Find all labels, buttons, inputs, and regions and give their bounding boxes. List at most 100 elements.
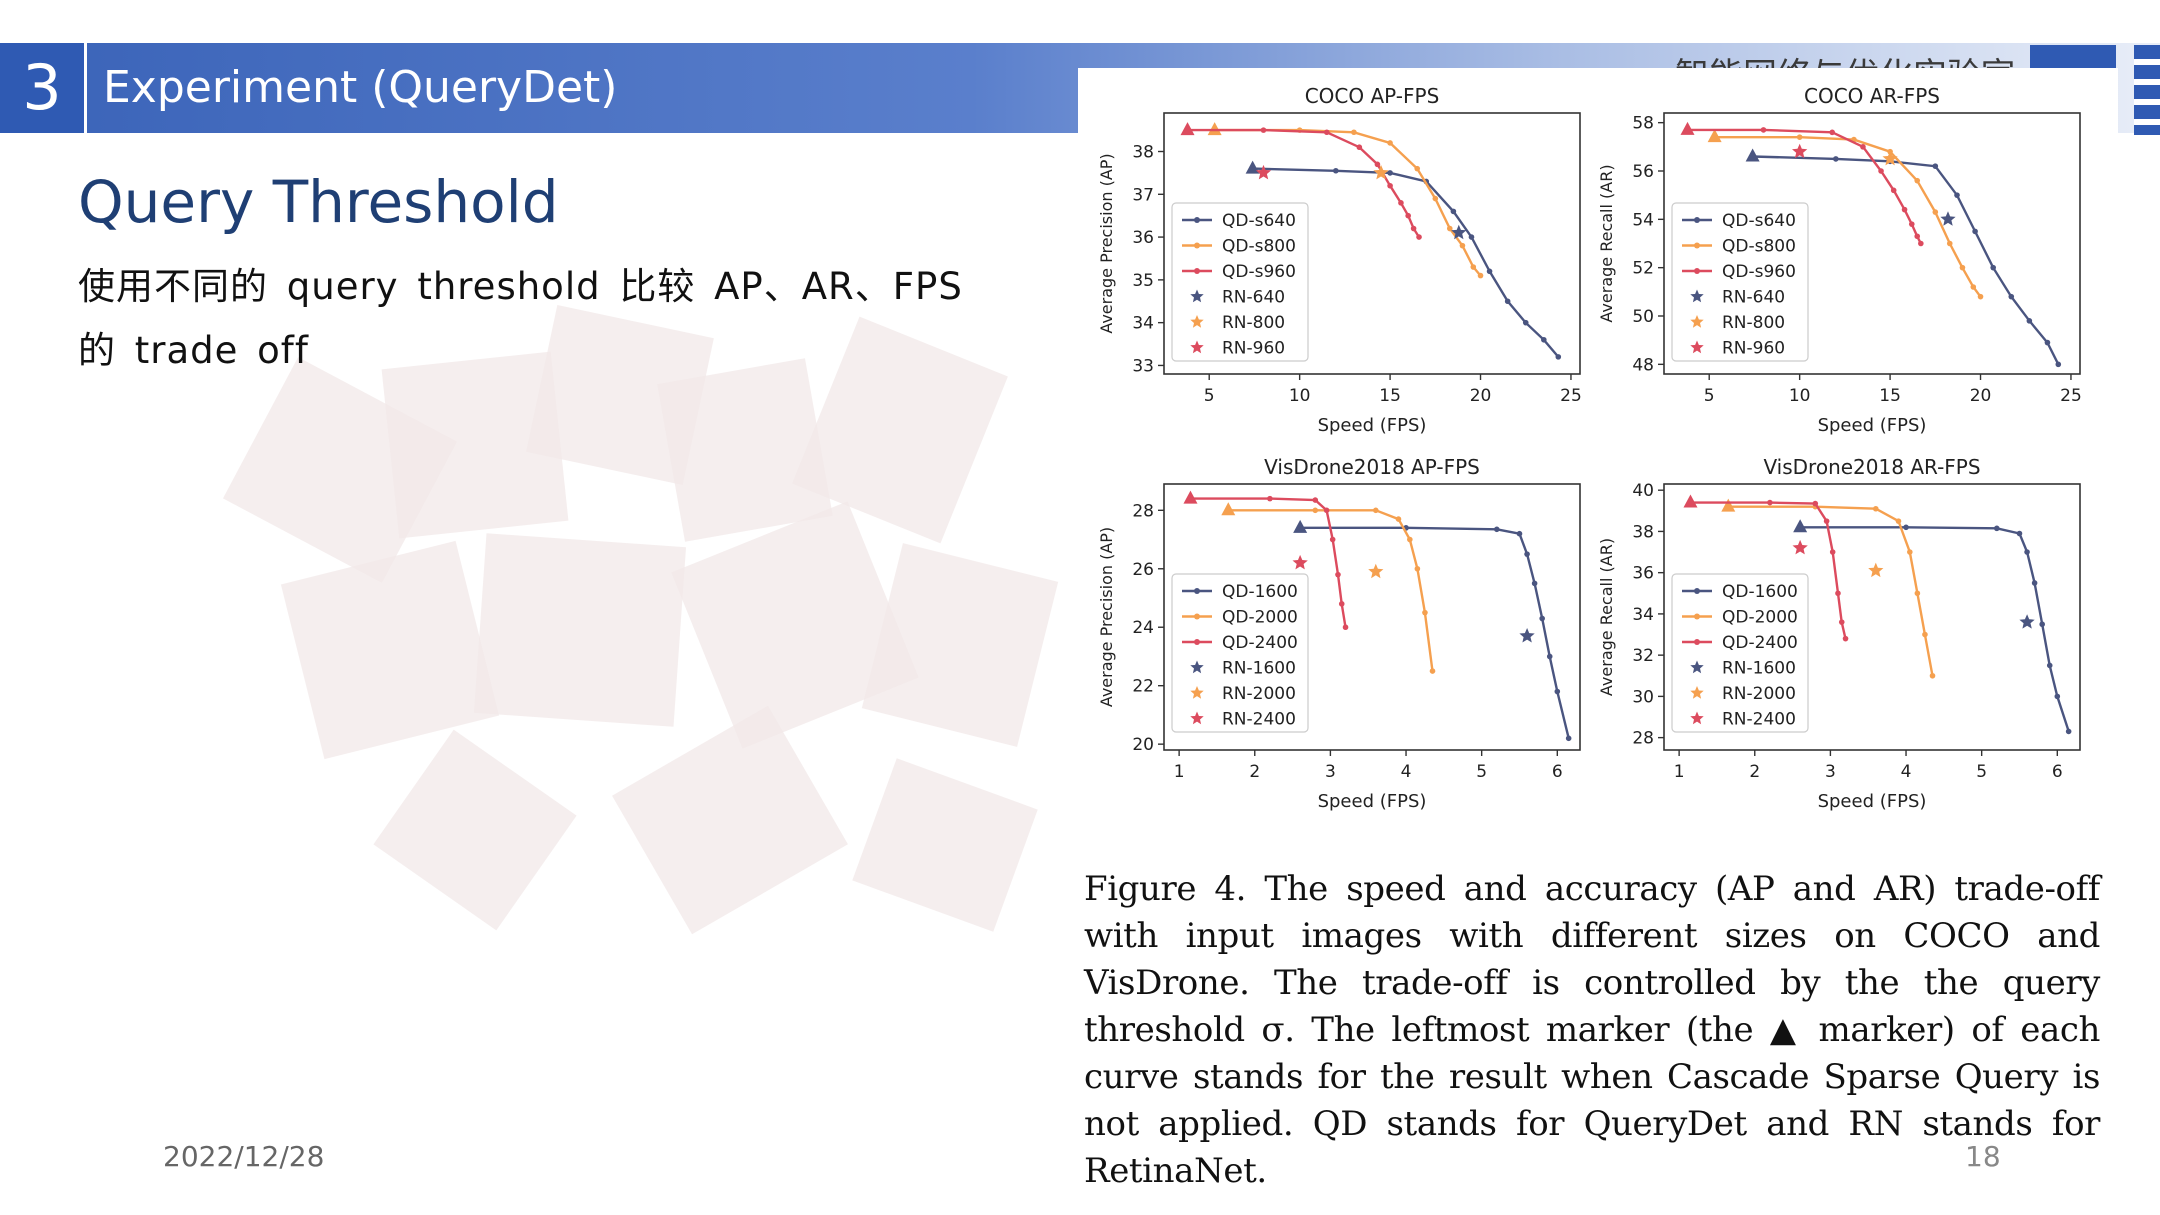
y-axis-label: Average Recall (AR): [1597, 538, 1616, 696]
y-tick-label: 48: [1632, 355, 1654, 375]
legend-label: RN-800: [1222, 313, 1285, 333]
y-tick-label: 50: [1632, 307, 1654, 327]
y-tick-label: 36: [1632, 564, 1654, 584]
chart-legend: QD-1600 QD-2000 QD-2400 RN-1600 RN-2000 RN-24…: [1171, 573, 1309, 733]
data-point-QD-s640: [1954, 192, 1960, 198]
data-point-QD-s640: [1468, 234, 1475, 240]
legend-dot: [1694, 613, 1700, 620]
x-axis-label: Speed (FPS): [1818, 791, 1927, 812]
chart-3: VisDrone2018 AR-FPS Speed (FPS) Average Re…: [1597, 455, 2081, 812]
data-point-QD-s640: [1450, 208, 1457, 215]
y-tick-label: 37: [1132, 185, 1154, 205]
star-marker-RN-2400: [1292, 554, 1308, 570]
y-tick-label: 22: [1132, 677, 1154, 697]
data-point-QD-2000: [1372, 507, 1379, 514]
y-axis-label: Average Precision (AP): [1097, 527, 1116, 707]
data-point-QD-2000: [1395, 516, 1402, 522]
data-point-QD-1600: [2031, 580, 2038, 586]
data-point-QD-2000: [1414, 565, 1421, 572]
legend-star: [1190, 315, 1204, 328]
legend-star: [1190, 660, 1204, 674]
series-line-QD-2000: [1728, 505, 1934, 677]
legend-dot: [1194, 613, 1200, 620]
legend-dot: [1194, 268, 1200, 274]
data-point-QD-s800: [1946, 240, 1953, 247]
legend-star: [1690, 340, 1704, 354]
data-point-QD-s800: [1932, 209, 1939, 215]
data-point-QD-s960: [1260, 127, 1267, 133]
y-tick-label: 52: [1632, 259, 1654, 279]
legend-dot: [1194, 242, 1200, 249]
legend-label: RN-2000: [1722, 684, 1796, 704]
data-point-QD-s960: [1323, 129, 1330, 136]
data-point-QD-s640: [2008, 293, 2015, 300]
data-point-QD-1600: [2016, 530, 2023, 537]
data-point-QD-2400: [1312, 497, 1319, 503]
legend-label: RN-960: [1722, 339, 1785, 359]
triangle-marker-QD-2400: [1183, 490, 1198, 504]
figure-panel: COCO AP-FPS Speed (FPS) Average Precision …: [1078, 68, 2118, 1191]
data-point-QD-2400: [1323, 507, 1330, 514]
x-tick-label: 5: [1704, 386, 1715, 406]
chart-legend: QD-1600 QD-2000 QD-2400 RN-1600 RN-2000 RN-24…: [1671, 573, 1809, 733]
data-point-QD-s800: [1796, 134, 1803, 140]
legend-star: [1190, 686, 1204, 699]
legend-label: QD-2400: [1722, 633, 1798, 653]
legend-label: RN-1600: [1222, 659, 1296, 679]
x-axis-label: Speed (FPS): [1318, 415, 1427, 436]
x-tick-label: 10: [1289, 386, 1311, 406]
star-marker-RN-2400: [1792, 539, 1808, 555]
data-point-QD-2400: [1267, 495, 1273, 502]
data-point-QD-1600: [1531, 580, 1538, 587]
data-point-QD-s800: [1387, 140, 1393, 146]
data-point-QD-s800: [1470, 264, 1477, 270]
data-point-QD-s640: [1504, 298, 1511, 305]
data-point-QD-s960: [1901, 206, 1908, 213]
legend-label: QD-2400: [1222, 633, 1298, 653]
data-point-QD-1600: [2054, 693, 2061, 700]
x-tick-label: 2: [1249, 762, 1260, 782]
triangle-marker-QD-s640: [1745, 148, 1760, 162]
star-marker-RN-640: [1451, 224, 1467, 240]
data-point-QD-s640: [2026, 318, 2033, 324]
legend-dot: [1694, 217, 1700, 223]
data-point-QD-2400: [1812, 500, 1819, 507]
data-point-QD-1600: [1903, 524, 1909, 531]
triangle-marker-QD-s800: [1707, 129, 1722, 143]
data-point-QD-s640: [1555, 354, 1562, 360]
data-point-QD-s640: [1333, 167, 1339, 174]
data-point-QD-s960: [1405, 212, 1411, 219]
chart-0: COCO AP-FPS Speed (FPS) Average Precision …: [1097, 84, 1582, 436]
data-point-QD-1600: [1516, 530, 1523, 537]
data-point-QD-1600: [2024, 549, 2030, 555]
legend-label: QD-s800: [1722, 237, 1796, 257]
data-point-QD-s640: [1932, 163, 1939, 169]
legend-label: RN-2000: [1222, 684, 1296, 704]
triangle-marker-QD-2000: [1721, 498, 1736, 512]
y-tick-label: 35: [1132, 271, 1154, 291]
data-point-QD-s800: [1959, 264, 1966, 271]
y-tick-label: 33: [1132, 356, 1154, 376]
x-tick-label: 25: [2060, 386, 2082, 406]
data-point-QD-s960: [1410, 225, 1417, 232]
data-point-QD-s960: [1356, 144, 1363, 151]
legend-box: [1671, 573, 1809, 733]
data-point-QD-2400: [1823, 518, 1830, 524]
chart-legend: QD-s640 QD-s800 QD-s960 RN-640 RN-800 RN-960: [1171, 202, 1309, 362]
star-marker-RN-800: [1882, 150, 1898, 166]
legend-label: QD-2000: [1722, 608, 1798, 628]
y-tick-label: 34: [1632, 605, 1654, 625]
x-tick-label: 20: [1970, 386, 1992, 406]
legend-dot: [1694, 588, 1700, 594]
data-point-QD-s800: [1351, 129, 1357, 136]
legend-label: QD-s960: [1222, 262, 1296, 282]
footer-date: 2022/12/28: [163, 1140, 325, 1173]
data-point-QD-s640: [1522, 319, 1529, 326]
x-tick-label: 5: [1476, 762, 1487, 782]
legend-label: RN-960: [1222, 339, 1285, 359]
legend-star: [1190, 711, 1204, 725]
data-point-QD-s640: [1541, 336, 1547, 343]
data-point-QD-1600: [1539, 615, 1545, 622]
y-axis-label: Average Recall (AR): [1597, 164, 1616, 322]
data-point-QD-1600: [1994, 525, 2000, 532]
